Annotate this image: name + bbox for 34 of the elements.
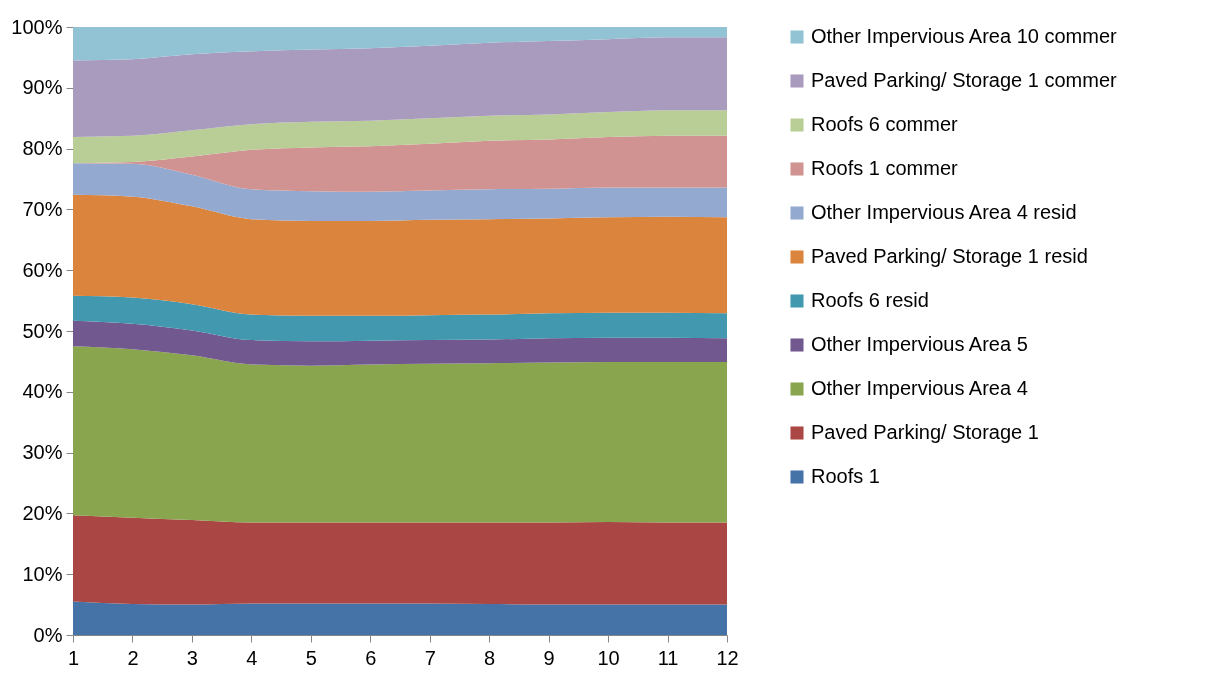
legend-label: Roofs 6 commer (811, 113, 959, 135)
y-tick-label: 30% (22, 441, 63, 464)
y-tick-label: 50% (22, 319, 63, 342)
legend-label: Roofs 1 (811, 465, 880, 487)
y-tick-label: 80% (22, 137, 63, 160)
y-tick-label: 40% (22, 380, 63, 403)
x-tick-label: 9 (543, 646, 555, 669)
x-tick-label: 1 (67, 646, 80, 669)
legend-label: Other Impervious Area 4 resid (811, 201, 1077, 223)
legend-label: Other Impervious Area 10 commer (811, 25, 1118, 47)
y-tick-label: 10% (22, 562, 63, 585)
y-tick-label: 100% (11, 15, 63, 38)
legend-label: Other Impervious Area 5 (811, 333, 1028, 355)
y-tick-label: 0% (33, 623, 63, 646)
x-tick-label: 2 (127, 646, 139, 669)
y-tick-label: 90% (22, 76, 63, 99)
x-tick-label: 4 (246, 646, 258, 669)
x-tick-label: 7 (424, 646, 436, 669)
legend-label: Roofs 1 commer (811, 157, 959, 179)
x-tick-label: 11 (657, 646, 679, 669)
x-tick-label: 3 (186, 646, 198, 669)
x-tick-label: 8 (484, 646, 496, 669)
y-tick-label: 20% (22, 501, 63, 524)
x-tick-label: 6 (365, 646, 377, 669)
legend-label: Roofs 6 resid (811, 289, 929, 311)
legend-label: Paved Parking/ Storage 1 resid (811, 245, 1088, 267)
legend-label: Other Impervious Area 4 (811, 377, 1028, 399)
x-tick-label: 10 (597, 646, 620, 669)
y-tick-label: 60% (22, 258, 63, 281)
legend-label: Paved Parking/ Storage 1 commer (811, 69, 1118, 91)
y-tick-label: 70% (22, 197, 63, 220)
legend-label: Paved Parking/ Storage 1 (811, 421, 1039, 443)
x-tick-label: 5 (305, 646, 317, 669)
x-tick-label: 12 (716, 646, 739, 669)
